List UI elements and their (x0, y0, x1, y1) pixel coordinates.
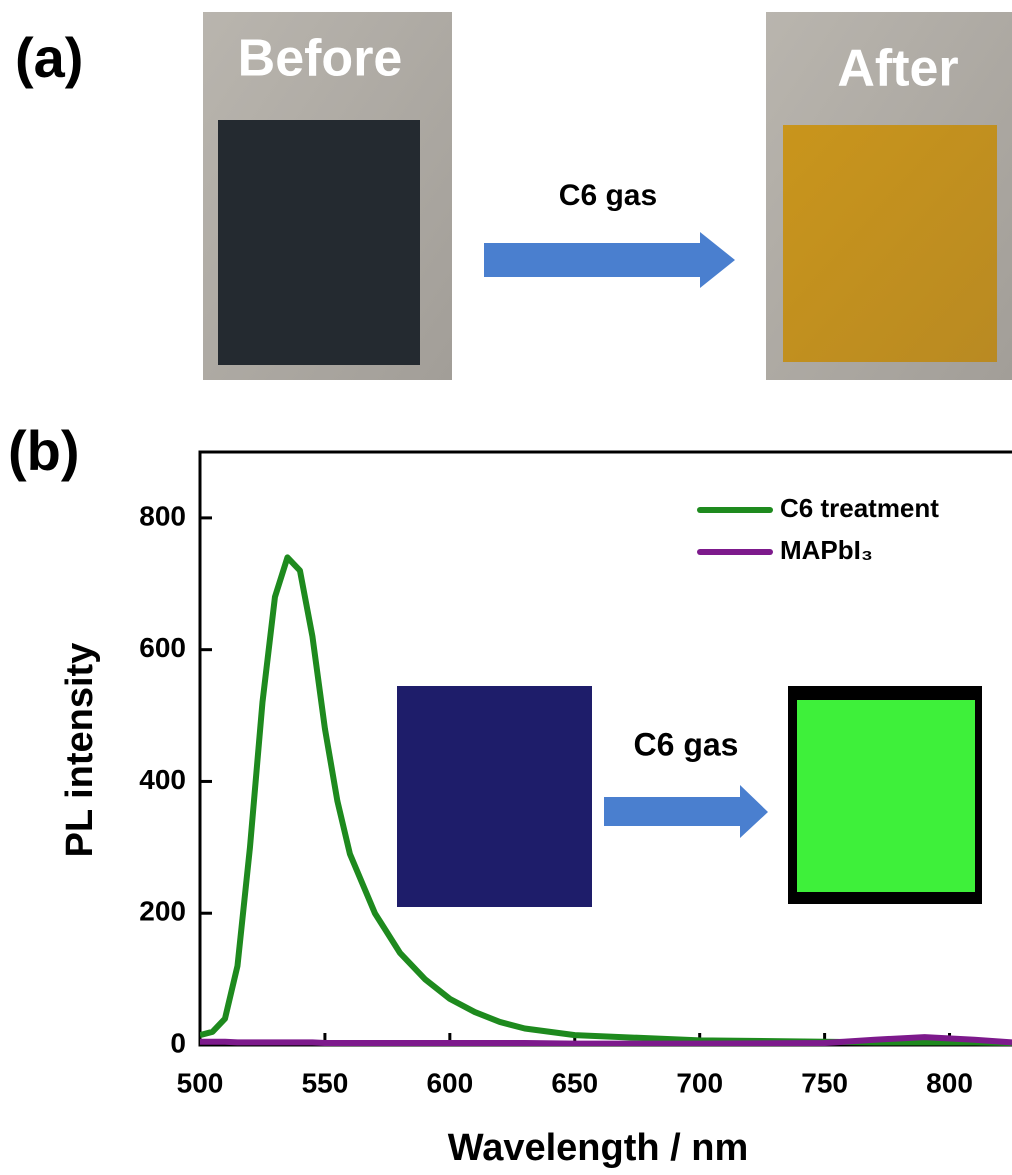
sample-before (218, 120, 420, 365)
panel-label: (a) (15, 26, 83, 89)
x-tick-label: 750 (801, 1067, 848, 1098)
x-tick-label: 650 (551, 1067, 598, 1098)
arrow (604, 785, 768, 838)
y-tick-label: 200 (139, 896, 186, 927)
x-tick-label: 500 (177, 1067, 224, 1098)
arrow-label: C6 gas (634, 726, 739, 762)
inset-photo-before (397, 686, 592, 907)
photo-caption: Before (238, 30, 403, 88)
x-tick-label: 600 (426, 1067, 473, 1098)
y-axis-label: PL intensity (59, 643, 101, 858)
x-tick-label: 700 (676, 1067, 723, 1098)
x-tick-label: 550 (302, 1067, 349, 1098)
arrow (484, 232, 735, 288)
x-axis-label: Wavelength / nm (448, 1127, 749, 1169)
figure: (a) Before After C6 gas (b) C6 gas PL in… (0, 0, 1012, 1175)
y-tick-label: 0 (170, 1027, 186, 1058)
legend-label: C6 treatment (780, 493, 939, 523)
x-tick-label: 800 (926, 1067, 973, 1098)
sample-after (783, 125, 997, 362)
y-tick-label: 400 (139, 764, 186, 795)
legend-label: MAPbI₃ (780, 535, 873, 565)
y-tick-label: 600 (139, 632, 186, 663)
arrow-label: C6 gas (559, 179, 657, 212)
panel-label: (b) (8, 419, 80, 482)
photo-caption: After (837, 40, 958, 98)
inset-sample-after (797, 700, 975, 892)
y-tick-label: 800 (139, 500, 186, 531)
